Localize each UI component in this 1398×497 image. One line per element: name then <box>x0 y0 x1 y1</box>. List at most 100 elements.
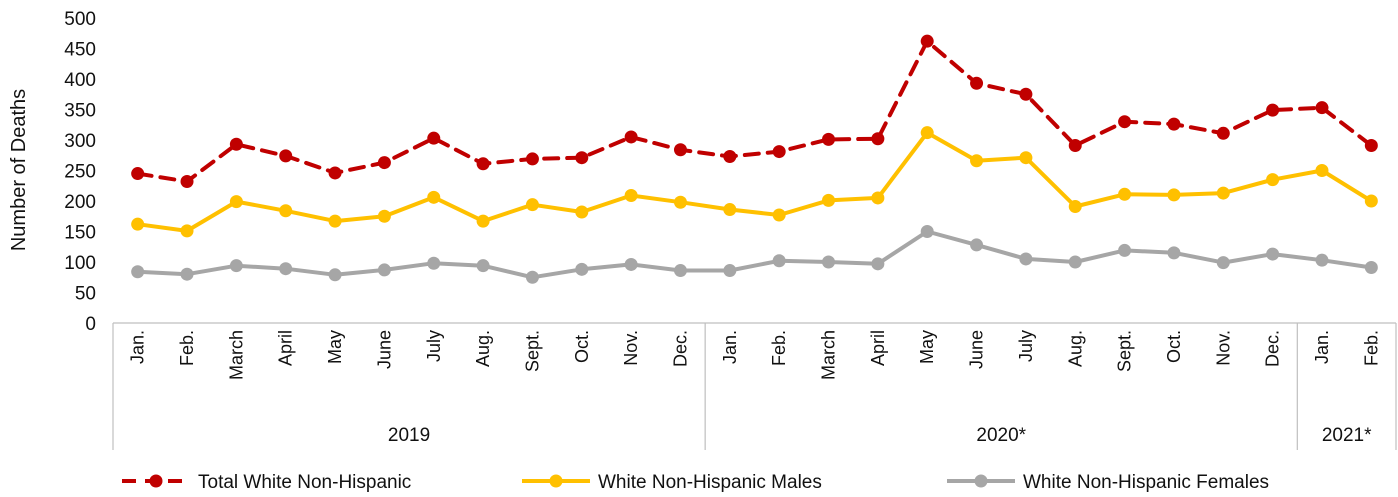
x-tick-label: Sept. <box>522 330 542 372</box>
y-tick-label: 400 <box>64 70 96 91</box>
data-point <box>575 262 589 276</box>
x-tick-label: Aug. <box>1065 330 1085 367</box>
data-point <box>1266 103 1280 117</box>
data-point <box>575 151 589 165</box>
x-tick-label: July <box>1016 330 1036 362</box>
series-line <box>135 39 1374 184</box>
data-point <box>377 156 391 170</box>
data-point <box>723 203 737 217</box>
data-point <box>1364 260 1378 274</box>
legend-label: White Non-Hispanic Females <box>1023 472 1269 493</box>
y-tick-label: 0 <box>85 314 96 335</box>
legend-swatch-marker <box>149 474 163 488</box>
x-tick-label: May <box>325 330 345 364</box>
legend-item: Total White Non-Hispanic <box>122 472 411 493</box>
data-point <box>871 257 885 271</box>
data-point <box>1167 117 1181 131</box>
data-point <box>476 259 490 273</box>
x-tick-label: Feb. <box>769 330 789 366</box>
data-point <box>1216 256 1230 270</box>
data-point <box>377 209 391 223</box>
data-point <box>772 254 786 268</box>
x-tick-label: Feb. <box>1361 330 1381 366</box>
data-point <box>970 76 984 90</box>
data-point <box>328 214 342 228</box>
x-tick-label: July <box>424 330 444 362</box>
data-point <box>871 132 885 146</box>
data-point <box>1266 247 1280 261</box>
series-1 <box>131 34 1378 188</box>
data-point <box>180 174 194 188</box>
data-point <box>279 149 293 163</box>
data-point <box>180 224 194 238</box>
data-point <box>624 130 638 144</box>
data-point <box>1068 255 1082 269</box>
data-point <box>920 126 934 140</box>
data-point <box>427 131 441 145</box>
x-tick-label: Jan. <box>128 330 148 364</box>
y-tick-label: 350 <box>64 101 96 122</box>
x-tick-label: Jan. <box>1312 330 1332 364</box>
x-tick-label: Feb. <box>177 330 197 366</box>
data-point <box>279 262 293 276</box>
data-point <box>970 154 984 168</box>
series-layer <box>131 34 1378 284</box>
data-point <box>1118 115 1132 129</box>
data-point <box>328 166 342 180</box>
data-point <box>871 191 885 205</box>
legend-item: White Non-Hispanic Females <box>947 472 1269 493</box>
data-point <box>131 265 145 279</box>
data-point <box>920 34 934 48</box>
y-axis-label: Number of Deaths <box>8 89 30 251</box>
year-group-label: 2019 <box>388 425 430 446</box>
data-point <box>180 267 194 281</box>
data-point <box>772 145 786 159</box>
legend: Total White Non-Hispanic White Non-Hispan… <box>122 472 1269 493</box>
legend-label: White Non-Hispanic Males <box>598 472 822 493</box>
x-tick-label: April <box>868 330 888 366</box>
year-group-label: 2021* <box>1322 425 1372 446</box>
legend-label: Total White Non-Hispanic <box>198 472 411 493</box>
data-point <box>1364 194 1378 208</box>
x-tick-label: Jan. <box>720 330 740 364</box>
data-point <box>1118 187 1132 201</box>
data-point <box>822 255 836 269</box>
series-line <box>135 130 1374 233</box>
data-point <box>1364 138 1378 152</box>
legend-item: White Non-Hispanic Males <box>522 472 822 493</box>
x-axis: Jan. Feb. March April May June July Aug. Sept. Oc… <box>112 322 1397 450</box>
data-point <box>1167 188 1181 202</box>
data-point <box>525 152 539 166</box>
data-point <box>229 259 243 273</box>
x-tick-label: March <box>819 330 839 380</box>
data-point <box>1216 186 1230 200</box>
x-tick-label: March <box>226 330 246 380</box>
data-point <box>525 198 539 212</box>
legend-swatch-marker <box>974 474 988 488</box>
data-point <box>624 189 638 203</box>
data-point <box>1068 138 1082 152</box>
data-point <box>1019 87 1033 101</box>
x-tick-label: June <box>374 330 394 369</box>
data-point <box>525 270 539 284</box>
data-point <box>723 264 737 278</box>
data-point <box>822 193 836 207</box>
data-point <box>131 217 145 231</box>
x-tick-label: Nov. <box>621 330 641 366</box>
x-tick-label: Dec. <box>1263 330 1283 367</box>
series-2 <box>131 126 1378 238</box>
data-point <box>723 149 737 163</box>
data-point <box>1216 126 1230 140</box>
data-point <box>1019 252 1033 266</box>
data-point <box>1315 253 1329 267</box>
data-point <box>575 205 589 219</box>
data-point <box>1167 246 1181 260</box>
y-tick-label: 300 <box>64 131 96 152</box>
data-point <box>427 190 441 204</box>
data-point <box>1315 101 1329 115</box>
x-tick-label: Oct. <box>572 330 592 363</box>
data-point <box>229 195 243 209</box>
y-tick-label: 50 <box>75 284 96 305</box>
x-tick-label: May <box>917 330 937 364</box>
